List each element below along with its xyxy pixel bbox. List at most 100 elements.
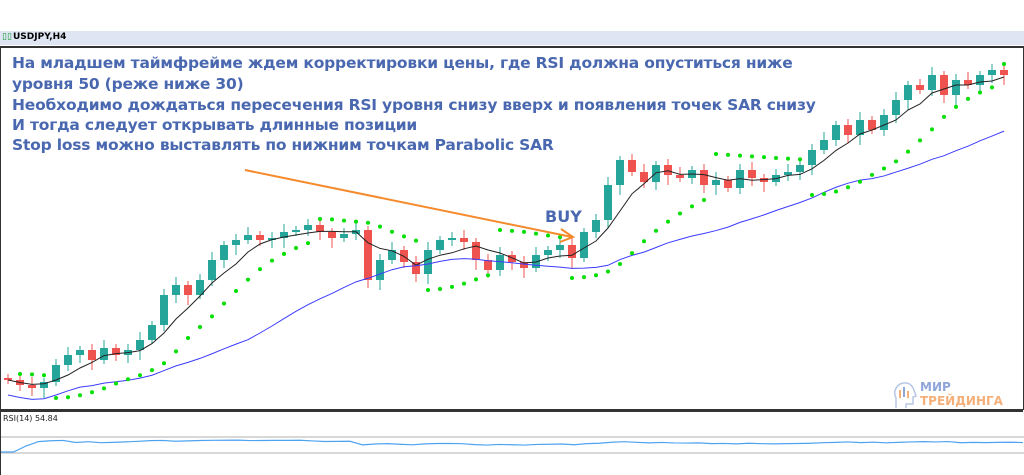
- candle-body: [196, 280, 204, 295]
- candle-body: [592, 220, 600, 232]
- sar-dot: [930, 127, 934, 132]
- annotation-line-1: На младшем таймфрейме ждем корректировки…: [12, 54, 793, 72]
- sar-dot: [330, 217, 334, 222]
- sar-dot: [882, 166, 886, 171]
- sar-dot: [798, 157, 802, 162]
- candle-body: [436, 240, 444, 250]
- sar-dot: [810, 193, 814, 197]
- annotation-line-3: Необходимо дождаться пересечения RSI уро…: [12, 96, 816, 114]
- sar-dot: [174, 349, 178, 354]
- sar-dot: [678, 211, 682, 216]
- sar-dot: [30, 372, 34, 377]
- sar-dot: [522, 229, 526, 234]
- candle-body: [376, 260, 384, 280]
- candle-body: [556, 245, 564, 250]
- candle-body: [604, 185, 612, 220]
- sar-dot: [270, 258, 274, 263]
- candle-body: [88, 350, 96, 360]
- annotation-arrow: [244, 169, 573, 238]
- candle-body: [616, 160, 624, 185]
- candle-body: [244, 235, 252, 240]
- rsi-label: RSI(14) 54.84: [3, 414, 58, 423]
- sar-dot: [78, 393, 82, 398]
- sar-dot: [762, 155, 766, 160]
- sar-dot: [66, 395, 70, 400]
- candle-body: [220, 245, 228, 260]
- sar-dot: [510, 228, 514, 233]
- buy-label: BUY: [545, 207, 582, 226]
- sar-dot: [198, 324, 202, 329]
- candle-body: [340, 234, 348, 238]
- sar-dot: [402, 234, 406, 239]
- annotation-line-2: уровня 50 (реже ниже 30): [12, 75, 244, 93]
- candle-body: [940, 75, 948, 95]
- sar-dot: [162, 361, 166, 366]
- candle-body: [916, 85, 924, 90]
- candle-body: [832, 125, 840, 140]
- sar-dot: [114, 381, 118, 386]
- sar-dot: [90, 390, 94, 395]
- rsi-line: [1, 439, 1024, 453]
- sar-dot: [894, 159, 898, 164]
- arrow-head-icon: [559, 228, 576, 243]
- annotation-line-5: Stop loss можно выставлять по нижним точ…: [12, 136, 554, 154]
- sar-dot: [546, 233, 550, 238]
- sar-dot: [846, 185, 850, 190]
- candle-body: [784, 172, 792, 175]
- sar-dot: [246, 277, 250, 282]
- candle-body: [496, 255, 504, 270]
- sar-dot: [462, 281, 466, 286]
- sar-dot: [978, 90, 982, 95]
- candle-body: [664, 165, 672, 175]
- candle-body: [820, 140, 828, 150]
- sar-dot: [42, 373, 46, 378]
- sar-dot: [666, 219, 670, 224]
- candle-body: [112, 348, 120, 355]
- symbol-title: USDJPY,H4: [13, 32, 67, 42]
- rsi-panel[interactable]: [0, 410, 1023, 475]
- candle-body: [964, 80, 972, 85]
- sar-dot: [750, 154, 754, 159]
- candle-body: [4, 378, 12, 380]
- ma-slow-line: [7, 130, 1005, 400]
- sar-dot: [450, 284, 454, 289]
- annotation-line-4: И тогда следует открывать длинные позици…: [12, 116, 418, 134]
- candle-body: [268, 238, 276, 240]
- sar-dot: [918, 138, 922, 143]
- candle-body: [280, 232, 288, 238]
- candle-body: [292, 230, 300, 232]
- candle-body: [136, 340, 144, 350]
- candle-body: [208, 260, 216, 280]
- sar-dot: [594, 273, 598, 278]
- sar-dot: [102, 386, 106, 391]
- candle-body: [424, 250, 432, 274]
- sar-dot: [858, 179, 862, 184]
- candle-body: [76, 350, 84, 355]
- sar-dot: [486, 273, 490, 278]
- sar-dot: [318, 217, 322, 221]
- sar-dot: [966, 96, 970, 101]
- sar-dot: [726, 152, 730, 157]
- sar-dot: [54, 396, 58, 400]
- sar-dot: [774, 155, 778, 160]
- sar-dot: [390, 229, 394, 234]
- candle-body: [652, 165, 660, 182]
- sar-dot: [426, 288, 430, 292]
- sar-dot: [822, 191, 826, 196]
- sar-dot: [702, 198, 706, 203]
- candle-body: [172, 285, 180, 295]
- candle-body: [316, 225, 324, 232]
- sar-dot: [714, 152, 718, 156]
- sar-dot: [126, 377, 130, 382]
- sar-dot: [630, 251, 634, 256]
- sar-dot: [618, 261, 622, 266]
- candle-body: [640, 172, 648, 182]
- candle-body: [988, 70, 996, 75]
- sar-dot: [294, 245, 298, 250]
- candle-body: [880, 115, 888, 130]
- candle-body: [796, 165, 804, 172]
- candle-body: [520, 262, 528, 268]
- candle-body: [952, 80, 960, 95]
- sar-dot: [150, 368, 154, 373]
